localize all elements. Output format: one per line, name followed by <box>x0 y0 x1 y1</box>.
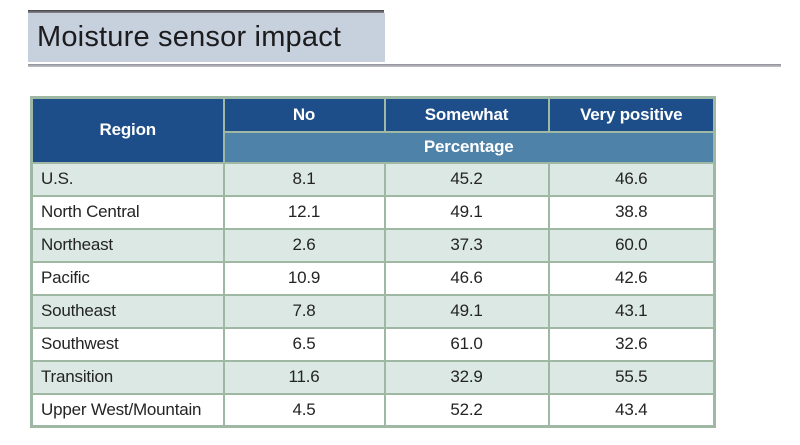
table-row: U.S. 8.1 45.2 46.6 <box>30 161 716 197</box>
table-row: Southwest 6.5 61.0 32.6 <box>30 326 716 362</box>
value-cell: 7.8 <box>222 293 386 329</box>
region-cell: U.S. <box>30 161 225 197</box>
column-header-very-positive: Very positive <box>547 96 716 133</box>
region-cell: Southeast <box>30 293 225 329</box>
title-top-rule <box>28 10 384 13</box>
table-header: Region No Somewhat Very positive Percent… <box>30 96 716 164</box>
value-cell: 32.9 <box>383 359 550 395</box>
value-cell: 46.6 <box>547 161 716 197</box>
value-cell: 61.0 <box>383 326 550 362</box>
table-body: U.S. 8.1 45.2 46.6 North Central 12.1 49… <box>30 161 716 428</box>
header-row: Region No Somewhat Very positive <box>30 96 716 164</box>
value-cell: 11.6 <box>222 359 386 395</box>
value-cell: 49.1 <box>383 194 550 230</box>
value-cell: 37.3 <box>383 227 550 263</box>
column-header-somewhat: Somewhat <box>383 96 550 133</box>
value-cell: 43.4 <box>547 392 716 428</box>
value-cell: 32.6 <box>547 326 716 362</box>
value-cell: 52.2 <box>383 392 550 428</box>
region-cell: Transition <box>30 359 225 395</box>
value-cell: 60.0 <box>547 227 716 263</box>
value-cell: 55.5 <box>547 359 716 395</box>
column-header-no: No <box>222 96 386 133</box>
table-row: North Central 12.1 49.1 38.8 <box>30 194 716 230</box>
title-bottom-rule <box>28 64 781 67</box>
value-cell: 38.8 <box>547 194 716 230</box>
region-cell: North Central <box>30 194 225 230</box>
subheader-row: Percentage <box>32 130 716 164</box>
value-cell: 10.9 <box>222 260 386 296</box>
value-cell: 43.1 <box>547 293 716 329</box>
table-row: Southeast 7.8 49.1 43.1 <box>30 293 716 329</box>
table-row: Upper West/Mountain 4.5 52.2 43.4 <box>30 392 716 428</box>
value-cell: 8.1 <box>222 161 386 197</box>
value-cell: 49.1 <box>383 293 550 329</box>
page-title-text: Moisture sensor impact <box>37 21 342 53</box>
region-cell: Northeast <box>30 227 225 263</box>
table-row: Pacific 10.9 46.6 42.6 <box>30 260 716 296</box>
value-cell: 6.5 <box>222 326 386 362</box>
moisture-impact-table: Region No Somewhat Very positive Percent… <box>30 96 716 428</box>
subheader-percentage: Percentage <box>222 130 716 164</box>
value-cell: 4.5 <box>222 392 386 428</box>
value-cell: 45.2 <box>383 161 550 197</box>
region-cell: Southwest <box>30 326 225 362</box>
table-row: Transition 11.6 32.9 55.5 <box>30 359 716 395</box>
table-row: Northeast 2.6 37.3 60.0 <box>30 227 716 263</box>
value-cell: 46.6 <box>383 260 550 296</box>
value-cell: 42.6 <box>547 260 716 296</box>
region-cell: Pacific <box>30 260 225 296</box>
column-header-region: Region <box>30 96 225 164</box>
page-title: Moisture sensor impact <box>28 13 385 62</box>
region-cell: Upper West/Mountain <box>30 392 225 428</box>
value-cell: 2.6 <box>222 227 386 263</box>
value-cell: 12.1 <box>222 194 386 230</box>
